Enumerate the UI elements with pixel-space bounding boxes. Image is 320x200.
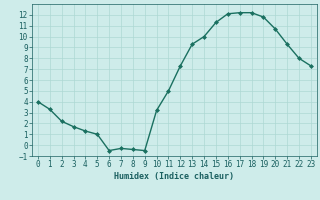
X-axis label: Humidex (Indice chaleur): Humidex (Indice chaleur) xyxy=(115,172,234,181)
